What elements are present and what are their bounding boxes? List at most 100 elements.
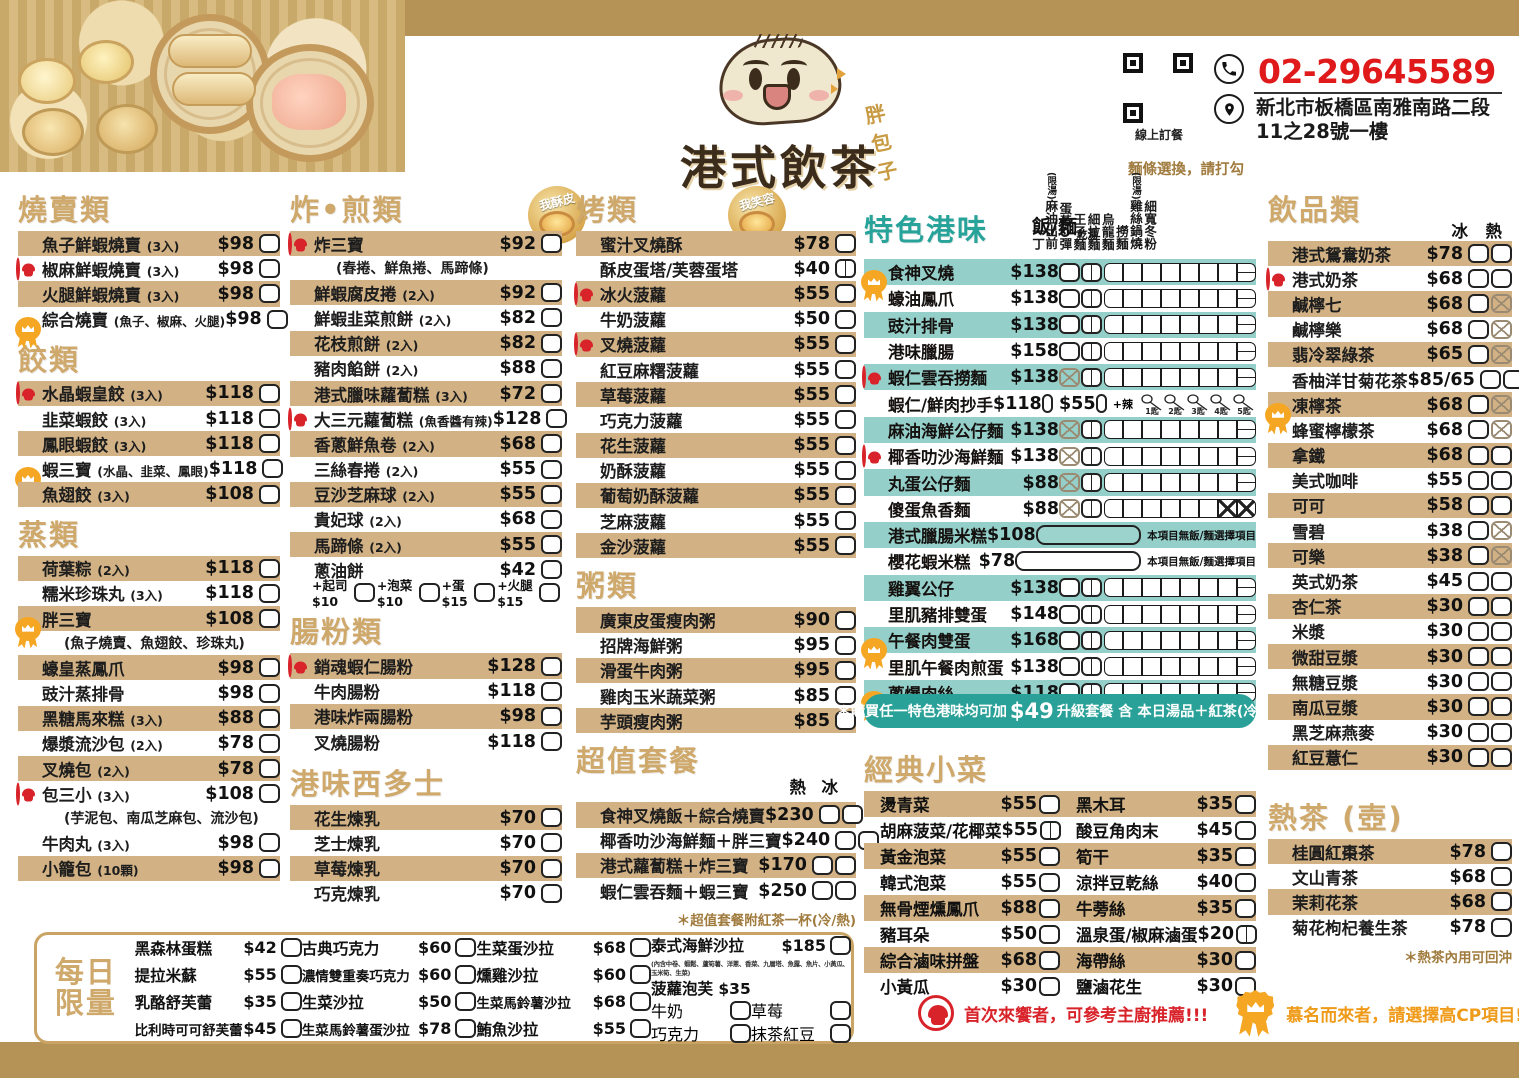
noodle-option-box[interactable]	[1218, 420, 1237, 440]
special-row[interactable]: 櫻花蝦米糕 $78 本項目無飯/麵選擇項目	[864, 548, 1256, 574]
order-checkbox[interactable]	[474, 582, 496, 602]
classic-cell[interactable]: 酸豆角肉末 $45	[1060, 818, 1256, 842]
order-checkbox[interactable]	[259, 858, 280, 878]
rice-checkbox[interactable]	[1059, 446, 1080, 466]
noodle-option-box[interactable]	[1104, 499, 1123, 519]
order-checkbox[interactable]	[835, 881, 856, 901]
rice-checkbox[interactable]	[1059, 630, 1080, 650]
order-checkbox[interactable]	[630, 1019, 651, 1038]
noodle-option-box[interactable]	[1123, 604, 1142, 624]
noodle-option-box[interactable]	[1104, 288, 1123, 308]
order-checkbox[interactable]	[1491, 571, 1512, 591]
menu-row[interactable]: 鮮蝦腐皮捲 (2入) $92	[290, 280, 562, 306]
menu-row[interactable]: 鮮蝦韭菜煎餅 (2入) $82	[290, 305, 562, 330]
rice-checkbox[interactable]	[1059, 341, 1080, 361]
classic-cell[interactable]: 黃金泡菜 $55	[864, 844, 1060, 868]
dry-soup-checkbox[interactable]	[1081, 446, 1102, 466]
addon-option[interactable]: +蛋$15	[442, 575, 496, 609]
addon-option[interactable]: +泡菜$10	[377, 575, 440, 609]
order-checkbox[interactable]	[1235, 794, 1256, 814]
menu-row[interactable]: 叉燒包 (2入) $78	[18, 756, 280, 782]
noodle-option-box[interactable]	[1218, 630, 1237, 650]
order-checkbox[interactable]	[1479, 370, 1501, 390]
noodle-option-box[interactable]	[1218, 604, 1237, 624]
order-checkbox[interactable]	[259, 484, 280, 504]
menu-row[interactable]: 鹹檸七 $68	[1268, 291, 1512, 317]
order-checkbox[interactable]	[541, 384, 562, 404]
order-checkbox[interactable]	[1502, 370, 1519, 390]
order-checkbox[interactable]	[541, 858, 562, 878]
noodle-grid[interactable]	[1104, 446, 1256, 466]
noodle-option-box[interactable]	[1180, 288, 1199, 308]
order-checkbox[interactable]	[1491, 546, 1512, 566]
menu-row[interactable]: 蜂蜜檸檬茶 $68	[1268, 417, 1512, 442]
menu-row[interactable]: 蝦三寶 (水晶、韭菜、鳳眼) $118	[17, 456, 284, 481]
order-checkbox[interactable]	[1491, 917, 1512, 937]
noodle-option-box[interactable]	[1104, 446, 1123, 466]
order-checkbox[interactable]	[730, 1000, 751, 1020]
order-checkbox[interactable]	[1468, 672, 1489, 692]
dry-soup-checkbox[interactable]	[1081, 288, 1102, 308]
noodle-option-box[interactable]	[1180, 604, 1199, 624]
menu-row[interactable]: 叉燒腸粉 $118	[290, 729, 562, 754]
spice-spoon-icon[interactable]: 1匙	[1141, 393, 1163, 416]
order-checkbox[interactable]	[541, 358, 562, 378]
noodle-option-box[interactable]	[1104, 420, 1123, 440]
rice-checkbox[interactable]	[1059, 657, 1080, 677]
noodle-option-box[interactable]	[1199, 420, 1218, 440]
order-checkbox[interactable]	[1491, 244, 1512, 264]
order-checkbox[interactable]	[835, 435, 856, 455]
noodle-option-box[interactable]	[1123, 288, 1142, 308]
special-row[interactable]: 麻油海鮮公仔麵 $138	[864, 416, 1256, 444]
noodle-grid[interactable]	[1104, 657, 1256, 677]
noodle-option-box[interactable]	[1142, 420, 1161, 440]
noodle-option-box[interactable]	[1237, 262, 1256, 282]
noodle-option-box[interactable]	[1218, 288, 1237, 308]
noodle-option-box[interactable]	[1123, 578, 1142, 598]
menu-row[interactable]: 蝦仁雲吞麵＋蝦三寶 $250	[576, 878, 856, 903]
noodle-option-box[interactable]	[1161, 630, 1180, 650]
order-checkbox[interactable]	[541, 283, 562, 303]
classic-cell[interactable]: 涼拌豆乾絲 $40	[1060, 870, 1256, 894]
noodle-option-box[interactable]	[1123, 499, 1142, 519]
noodle-option-box[interactable]	[1123, 446, 1142, 466]
noodle-option-box[interactable]	[1199, 657, 1218, 677]
daily-row[interactable]: 生菜馬鈴薯蛋沙拉 $78	[302, 1015, 477, 1042]
menu-row[interactable]: 魚子鮮蝦燒賣 (3入) $98	[18, 231, 280, 257]
order-checkbox[interactable]	[259, 583, 280, 603]
special-row[interactable]: 里肌豬排雙蛋 $148	[864, 601, 1256, 627]
order-checkbox[interactable]	[1468, 445, 1489, 465]
order-checkbox[interactable]	[1491, 722, 1512, 742]
menu-row[interactable]: 荷葉粽 (2入) $118	[18, 555, 280, 581]
menu-row[interactable]: 港式臘味蘿蔔糕 (3入) $72	[290, 380, 562, 407]
noodle-option-box[interactable]	[1237, 499, 1256, 519]
order-checkbox[interactable]	[455, 992, 477, 1011]
noodle-option-box[interactable]	[1218, 446, 1237, 466]
menu-row[interactable]: 無糖豆漿 $30	[1268, 669, 1512, 694]
noodle-option-box[interactable]	[1123, 420, 1142, 440]
noodle-option-box[interactable]	[1218, 262, 1237, 282]
order-checkbox[interactable]	[541, 656, 562, 676]
noodle-grid[interactable]	[1104, 341, 1256, 361]
noodle-option-box[interactable]	[1180, 657, 1199, 677]
order-checkbox[interactable]	[1491, 842, 1512, 862]
menu-row[interactable]: 黑糖馬來糕 (3入) $88	[18, 705, 280, 731]
order-checkbox[interactable]	[1039, 872, 1060, 892]
classic-cell[interactable]: 綜合滷味拼盤 $68	[864, 948, 1060, 972]
order-checkbox[interactable]	[1491, 672, 1512, 692]
addon-option[interactable]: +火腿$15	[497, 575, 561, 609]
spice-spoon-icon[interactable]: 4匙	[1210, 393, 1232, 416]
classic-row[interactable]: 胡麻菠菜/花椰菜 $55 酸豆角肉末 $45	[864, 817, 1256, 843]
order-checkbox[interactable]	[259, 683, 280, 703]
noodle-grid[interactable]	[1104, 262, 1256, 282]
menu-row[interactable]: 水晶蝦皇餃 (3入) $118	[16, 380, 280, 406]
order-checkbox[interactable]	[1491, 395, 1512, 415]
menu-row[interactable]: 叉燒菠蘿 $55	[574, 331, 856, 357]
menu-row[interactable]: 綜合燒賣 (魚子、椒麻、火腿) $98	[17, 307, 288, 332]
order-checkbox[interactable]	[835, 855, 856, 875]
noodle-option-box[interactable]	[1237, 288, 1256, 308]
classic-row[interactable]: 綜合滷味拼盤 $68 海帶絲 $30	[864, 947, 1256, 974]
menu-row[interactable]: 茉莉花茶 $68	[1268, 889, 1512, 915]
noodle-option-box[interactable]	[1237, 473, 1256, 493]
noodle-option-box[interactable]	[1199, 499, 1218, 519]
